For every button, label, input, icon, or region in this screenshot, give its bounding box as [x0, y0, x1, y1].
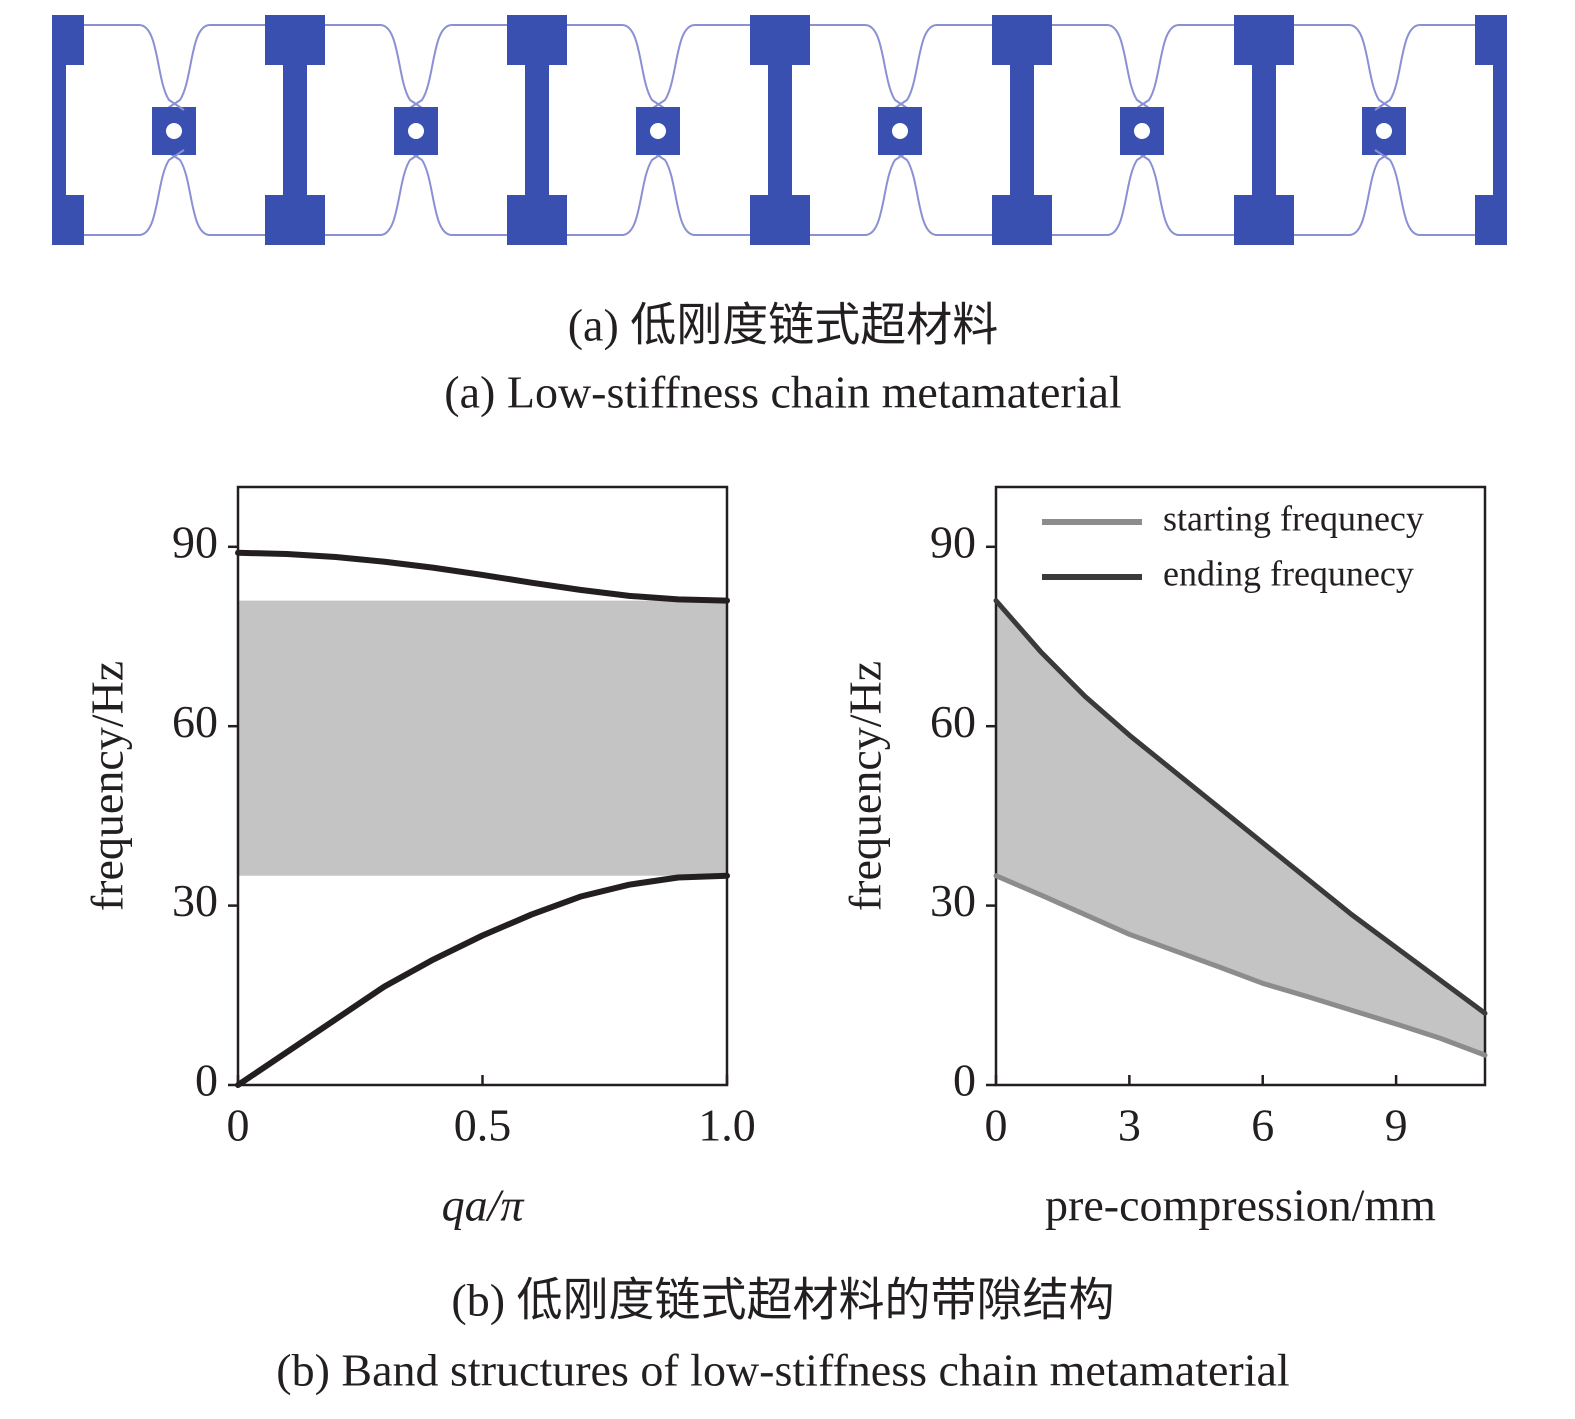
link: [1133, 149, 1234, 236]
end-web: [52, 65, 66, 195]
node-hole: [408, 123, 424, 139]
link: [1052, 149, 1153, 236]
beam-top: [750, 15, 810, 65]
node-hole: [650, 123, 666, 139]
link: [649, 149, 750, 236]
legend-label: starting frequnecy: [1163, 498, 1424, 538]
legend-label: ending frequnecy: [1163, 553, 1414, 593]
beam-web: [525, 65, 549, 195]
link: [84, 24, 185, 111]
end-top: [1475, 15, 1507, 65]
y-tick-label: 0: [195, 1055, 218, 1106]
chain-metamaterial-diagram: [52, 15, 1507, 245]
link: [406, 24, 507, 111]
beam-web: [1252, 65, 1276, 195]
caption-b-zh: (b) 低刚度链式超材料的带隙结构: [451, 1275, 1114, 1326]
beam-web: [768, 65, 792, 195]
x-tick-label: 1.0: [698, 1100, 756, 1151]
node-hole: [166, 123, 182, 139]
link: [810, 149, 911, 236]
node-hole: [1376, 123, 1392, 139]
link: [1133, 24, 1234, 111]
end-top: [52, 15, 84, 65]
beam-web: [283, 65, 307, 195]
x-tick-label: 0: [985, 1100, 1008, 1151]
link: [1052, 24, 1153, 111]
node-hole: [892, 123, 908, 139]
y-tick-label: 0: [953, 1055, 976, 1106]
y-axis-label: frequency/Hz: [840, 661, 891, 911]
link: [1294, 149, 1395, 236]
series-line: [235, 872, 730, 1088]
end-bottom: [1475, 195, 1507, 245]
y-axis-label: frequency/Hz: [82, 661, 133, 911]
x-axis-label: qa/π: [442, 1180, 526, 1231]
link: [891, 149, 992, 236]
link: [1294, 24, 1395, 111]
x-tick-label: 3: [1118, 1100, 1141, 1151]
link: [164, 149, 265, 236]
caption-b-en: (b) Band structures of low-stiffness cha…: [276, 1345, 1289, 1396]
beam-bottom: [507, 195, 567, 245]
end-web: [1493, 65, 1507, 195]
band-gap: [238, 600, 727, 876]
link: [891, 24, 992, 111]
link: [567, 149, 668, 236]
link: [325, 149, 426, 236]
link: [810, 24, 911, 111]
node-hole: [1134, 123, 1150, 139]
beam-top: [992, 15, 1052, 65]
x-axis-label: pre-compression/mm: [1045, 1180, 1436, 1231]
beam-bottom: [750, 195, 810, 245]
beam-top: [1234, 15, 1294, 65]
beam-top: [507, 15, 567, 65]
y-tick-label: 90: [930, 516, 976, 567]
beam-web: [1010, 65, 1034, 195]
series-line: [235, 549, 730, 604]
y-tick-label: 60: [930, 696, 976, 747]
beam-bottom: [992, 195, 1052, 245]
caption-a-en: (a) Low-stiffness chain metamaterial: [444, 367, 1121, 418]
beam-top: [265, 15, 325, 65]
link: [406, 149, 507, 236]
x-tick-label: 6: [1251, 1100, 1274, 1151]
y-tick-label: 90: [172, 516, 218, 567]
plot-frame: [236, 485, 729, 1087]
caption-a-zh: (a) 低刚度链式超材料: [568, 300, 999, 351]
beam-bottom: [265, 195, 325, 245]
x-tick-label: 9: [1385, 1100, 1408, 1151]
y-tick-label: 30: [172, 875, 218, 926]
beam-bottom: [1234, 195, 1294, 245]
x-tick-label: 0: [227, 1100, 250, 1151]
link: [164, 24, 265, 111]
link: [84, 149, 185, 236]
series-line: [993, 873, 1488, 1058]
link: [649, 24, 750, 111]
end-bottom: [52, 195, 84, 245]
series-line: [993, 598, 1488, 1016]
link: [1374, 24, 1475, 111]
link: [567, 24, 668, 111]
plot-frame: [994, 485, 1487, 1087]
x-tick-label: 0.5: [454, 1100, 512, 1151]
link: [325, 24, 426, 111]
y-tick-label: 30: [930, 875, 976, 926]
link: [1374, 149, 1475, 236]
y-tick-label: 60: [172, 696, 218, 747]
